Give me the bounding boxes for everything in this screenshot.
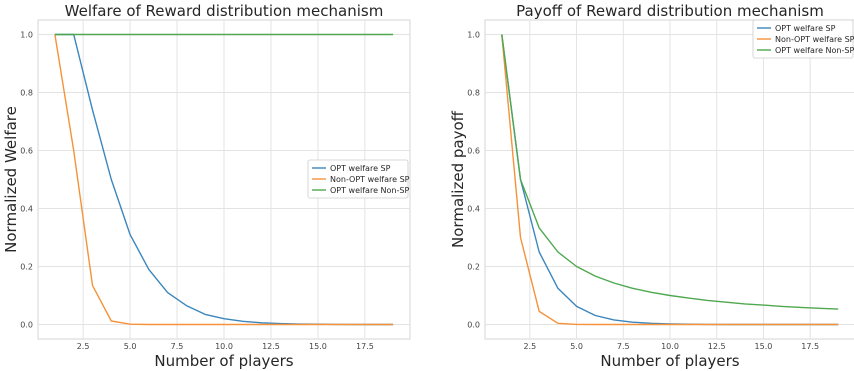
chart-panel-2: 0.0 0.2 0.4 0.6 0.8 1.0 2.5 5.0 7.5 10.0 12.5 15.0 1…: [449, 2, 854, 370]
x-axis-label: Number of players: [600, 352, 739, 370]
legend: OPT welfare SP Non-OPT welfare SP OPT welf…: [307, 159, 410, 199]
y-tick-label: 0.2: [20, 263, 33, 272]
series-line-2: [54, 34, 394, 326]
legend-label: OPT welfare Non-SP: [775, 46, 854, 55]
y-axis-label: Normalized Welfare: [2, 106, 20, 253]
y-tick-label: 0.4: [20, 205, 33, 214]
legend-label: Non-OPT welfare SP: [330, 175, 410, 184]
chart-panel-1: 0.0 0.2 0.4 0.6 0.8 1.0 2.5 5.0 7.5 10.0 12.5 15.0 1…: [2, 2, 411, 370]
x-tick-label: 2.5: [523, 342, 536, 351]
y-tick-label: 0.0: [467, 321, 480, 330]
legend: OPT welfare SP Non-OPT welfare SP OPT welf…: [752, 19, 854, 59]
x-tick-label: 2.5: [77, 342, 90, 351]
legend-label: OPT welfare Non-SP: [330, 186, 409, 195]
x-tick-label: 15.0: [309, 342, 327, 351]
legend-box: [752, 19, 854, 59]
x-axis-label: Number of players: [154, 352, 293, 370]
x-tick-label: 7.5: [171, 342, 184, 351]
x-tick-label: 7.5: [617, 342, 630, 351]
chart-title: Welfare of Reward distribution mechanism: [65, 2, 384, 20]
legend-label: OPT welfare SP: [330, 164, 391, 173]
x-tick-label: 12.5: [708, 342, 726, 351]
x-tick-label: 17.5: [356, 342, 374, 351]
y-tick-label: 0.0: [20, 321, 33, 330]
y-tick-label: 1.0: [20, 31, 33, 40]
x-tick-label: 5.0: [124, 342, 137, 351]
y-tick-label: 0.4: [467, 205, 480, 214]
series-line-2: [501, 34, 839, 326]
y-tick-label: 0.8: [20, 89, 33, 98]
y-tick-label: 1.0: [467, 31, 480, 40]
x-tick-label: 15.0: [755, 342, 773, 351]
y-axis-label: Normalized payoff: [449, 110, 467, 248]
legend-box: [307, 159, 409, 199]
y-tick-label: 0.2: [467, 263, 480, 272]
legend-label: Non-OPT welfare SP: [775, 35, 854, 44]
x-tick-label: 10.0: [661, 342, 679, 351]
chart-title: Payoff of Reward distribution mechanism: [516, 2, 824, 20]
y-tick-label: 0.8: [467, 89, 480, 98]
x-tick-label: 12.5: [262, 342, 280, 351]
legend-label: OPT welfare SP: [775, 24, 836, 33]
x-tick-label: 10.0: [215, 342, 233, 351]
x-tick-label: 5.0: [570, 342, 583, 351]
y-tick-label: 0.6: [467, 147, 480, 156]
x-tick-label: 17.5: [801, 342, 819, 351]
y-tick-label: 0.6: [20, 147, 33, 156]
series-line-3: [501, 34, 839, 310]
